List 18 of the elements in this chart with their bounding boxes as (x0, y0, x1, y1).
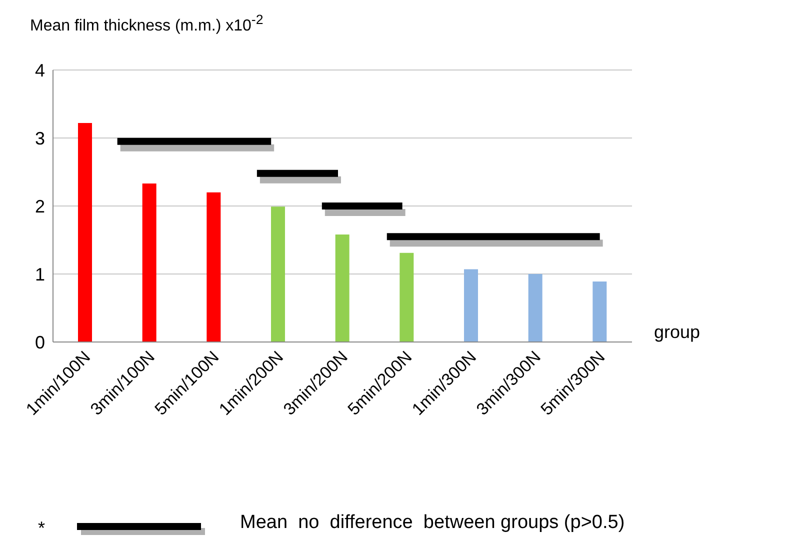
bar (335, 234, 350, 342)
bar (400, 252, 414, 342)
bar (206, 192, 221, 342)
bar (78, 123, 92, 342)
bar (528, 274, 542, 342)
y-tick-label: 4 (34, 60, 45, 80)
y-axis-title: Mean film thickness (m.m.) x10$^{-2}$ (30, 12, 264, 36)
text: * (38, 518, 46, 538)
x-axis-title: group (654, 322, 700, 343)
y-tick-label: 0 (34, 332, 45, 352)
text: Mean no difference between groups (p>0.5) (240, 512, 625, 534)
y-tick-label: 3 (34, 128, 45, 148)
bar (142, 184, 156, 342)
y-tick-label: 2 (34, 196, 45, 216)
bar (464, 269, 478, 342)
y-tick-label: 1 (34, 264, 45, 284)
bar (592, 281, 607, 342)
bar (271, 206, 285, 342)
